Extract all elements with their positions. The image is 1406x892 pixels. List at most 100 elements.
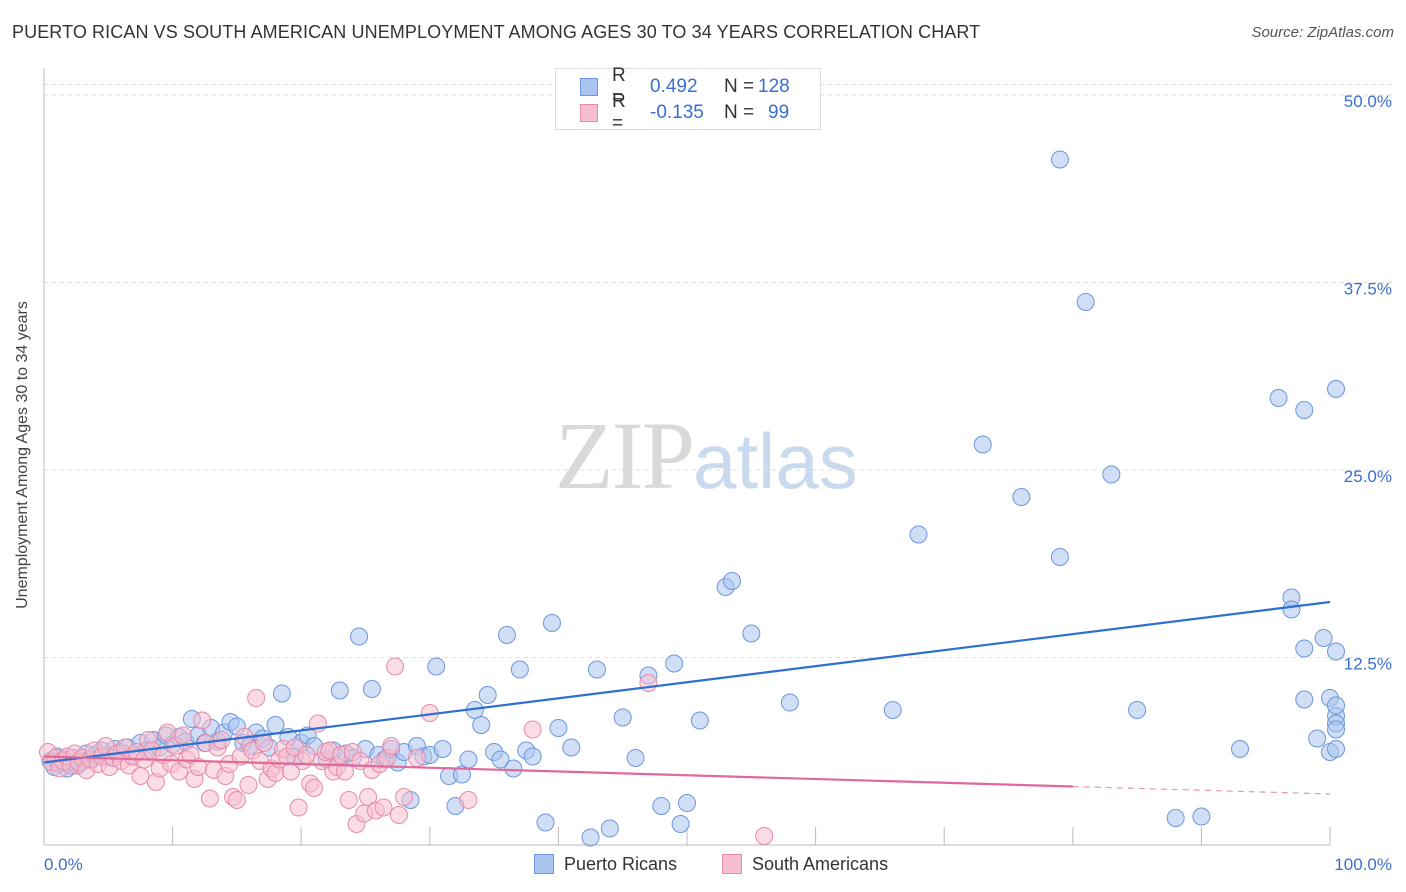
puerto-rican-point xyxy=(1012,488,1031,506)
puerto-rican-point xyxy=(459,750,478,769)
puerto-rican-point xyxy=(1192,807,1211,826)
puerto-rican-point xyxy=(1308,729,1327,748)
south-american-point xyxy=(359,788,378,806)
south-american-point xyxy=(193,711,212,730)
legend-r-value: 0.492 xyxy=(650,76,698,97)
puerto-rican-point xyxy=(1102,465,1121,484)
puerto-rican-point xyxy=(491,750,510,769)
bottom-legend-label: South Americans xyxy=(752,853,889,874)
bottom-legend-label: Puerto Ricans xyxy=(564,853,678,874)
south-american-point xyxy=(389,806,408,824)
puerto-rican-point xyxy=(330,681,349,700)
south-american-point xyxy=(247,689,266,707)
bottom-legend-swatch-pink xyxy=(722,854,742,874)
chart-title: PUERTO RICAN VS SOUTH AMERICAN UNEMPLOYM… xyxy=(12,22,981,42)
trend-lines xyxy=(43,600,1331,795)
puerto-rican-point xyxy=(581,828,600,847)
puerto-rican-point xyxy=(1050,150,1069,169)
puerto-rican-point xyxy=(1128,701,1147,719)
puerto-rican-point xyxy=(690,711,709,730)
puerto-rican-point xyxy=(562,738,581,757)
bottom-legend-puerto-ricans: Puerto Ricans xyxy=(534,852,677,876)
south-american-point xyxy=(239,776,258,794)
puerto-rican-point xyxy=(1327,720,1345,739)
puerto-rican-point xyxy=(362,680,381,698)
south-american-point xyxy=(639,674,658,692)
south-american-point xyxy=(382,737,401,755)
puerto-rican-point xyxy=(1327,380,1345,398)
south-american-point xyxy=(407,749,426,767)
puerto-rican-point xyxy=(742,624,761,643)
puerto-rican-point xyxy=(1050,548,1069,566)
puerto-rican-point xyxy=(1327,642,1345,661)
puerto-rican-point xyxy=(536,813,555,832)
legend-r-value: -0.135 xyxy=(650,102,704,123)
puerto-rican-point xyxy=(678,794,696,812)
puerto-rican-trend-line xyxy=(43,600,1331,764)
puerto-rican-point xyxy=(549,719,568,737)
puerto-rican-point xyxy=(1295,690,1314,709)
legend-swatch-pink xyxy=(580,104,598,122)
y-tick-label: 37.5% xyxy=(1344,280,1392,299)
south-american-point xyxy=(305,779,324,797)
south-american-point xyxy=(289,798,308,817)
south-american-trend-line xyxy=(43,755,1073,788)
puerto-rican-point xyxy=(600,819,619,838)
legend-n-value: 128 xyxy=(758,76,790,97)
y-tick-label: 25.0% xyxy=(1344,467,1392,486)
puerto-rican-point xyxy=(973,435,992,454)
south-american-trend-extension xyxy=(1072,785,1331,795)
puerto-rican-point xyxy=(665,654,684,673)
south-american-point xyxy=(395,788,414,806)
tick-labels: 12.5% 25.0% 37.5% 50.0% 0.0% 100.0% xyxy=(44,92,1392,874)
y-axis-label-wrap: Unemployment Among Ages 30 to 34 years xyxy=(8,60,38,850)
puerto-rican-point xyxy=(1327,696,1345,715)
watermark-atlas: atlas xyxy=(693,417,858,505)
watermark-zip: ZIP xyxy=(555,402,695,509)
legend-r-label: R = xyxy=(612,91,626,134)
puerto-rican-point xyxy=(472,716,491,734)
legend-row-puerto-ricans: R = 0.492 N = 128 xyxy=(580,65,790,108)
south-american-point xyxy=(755,827,774,845)
south-american-point xyxy=(339,791,358,809)
bottom-legend-south-americans: South Americans xyxy=(722,852,888,876)
puerto-rican-point xyxy=(350,627,369,646)
puerto-rican-point xyxy=(909,525,928,544)
x-tick-label-min: 0.0% xyxy=(44,855,83,874)
axes xyxy=(43,68,1331,846)
puerto-rican-point xyxy=(1269,389,1288,407)
south-american-point xyxy=(374,798,393,817)
south-american-point xyxy=(131,767,150,785)
stats-legend: R = 0.492 N = 128 R = -0.135 N = 99 xyxy=(555,65,821,134)
south-american-point xyxy=(200,789,219,808)
south-american-point xyxy=(335,762,354,781)
puerto-rican-point xyxy=(1166,809,1185,827)
puerto-rican-point xyxy=(652,797,671,815)
puerto-rican-point xyxy=(1282,600,1301,619)
puerto-rican-point xyxy=(1295,401,1314,419)
puerto-rican-point xyxy=(452,765,471,784)
puerto-rican-point xyxy=(671,815,690,833)
puerto-rican-point xyxy=(587,660,606,679)
y-tick-label: 50.0% xyxy=(1344,92,1392,111)
south-american-point xyxy=(297,746,316,764)
legend-n-label: N = xyxy=(724,102,755,123)
legend-row-south-americans: R = -0.135 N = 99 xyxy=(580,91,789,134)
puerto-rican-point xyxy=(272,684,291,703)
puerto-rican-point xyxy=(1327,740,1345,758)
y-axis-label: Unemployment Among Ages 30 to 34 years xyxy=(14,301,31,609)
bottom-legend-swatch-blue xyxy=(534,854,554,874)
puerto-rican-point xyxy=(780,693,799,712)
watermark: ZIPatlas xyxy=(555,400,858,511)
south-american-point xyxy=(173,726,192,745)
grid-lines xyxy=(44,84,1392,658)
puerto-rican-point xyxy=(613,708,632,727)
puerto-rican-point xyxy=(883,701,902,719)
puerto-rican-point xyxy=(510,660,529,679)
puerto-rican-point xyxy=(504,759,523,778)
source-label: Source: ZipAtlas.com xyxy=(1251,24,1394,41)
x-tick-label-max: 100.0% xyxy=(1334,855,1392,874)
y-tick-label: 12.5% xyxy=(1344,655,1392,674)
puerto-rican-point xyxy=(1314,629,1333,647)
